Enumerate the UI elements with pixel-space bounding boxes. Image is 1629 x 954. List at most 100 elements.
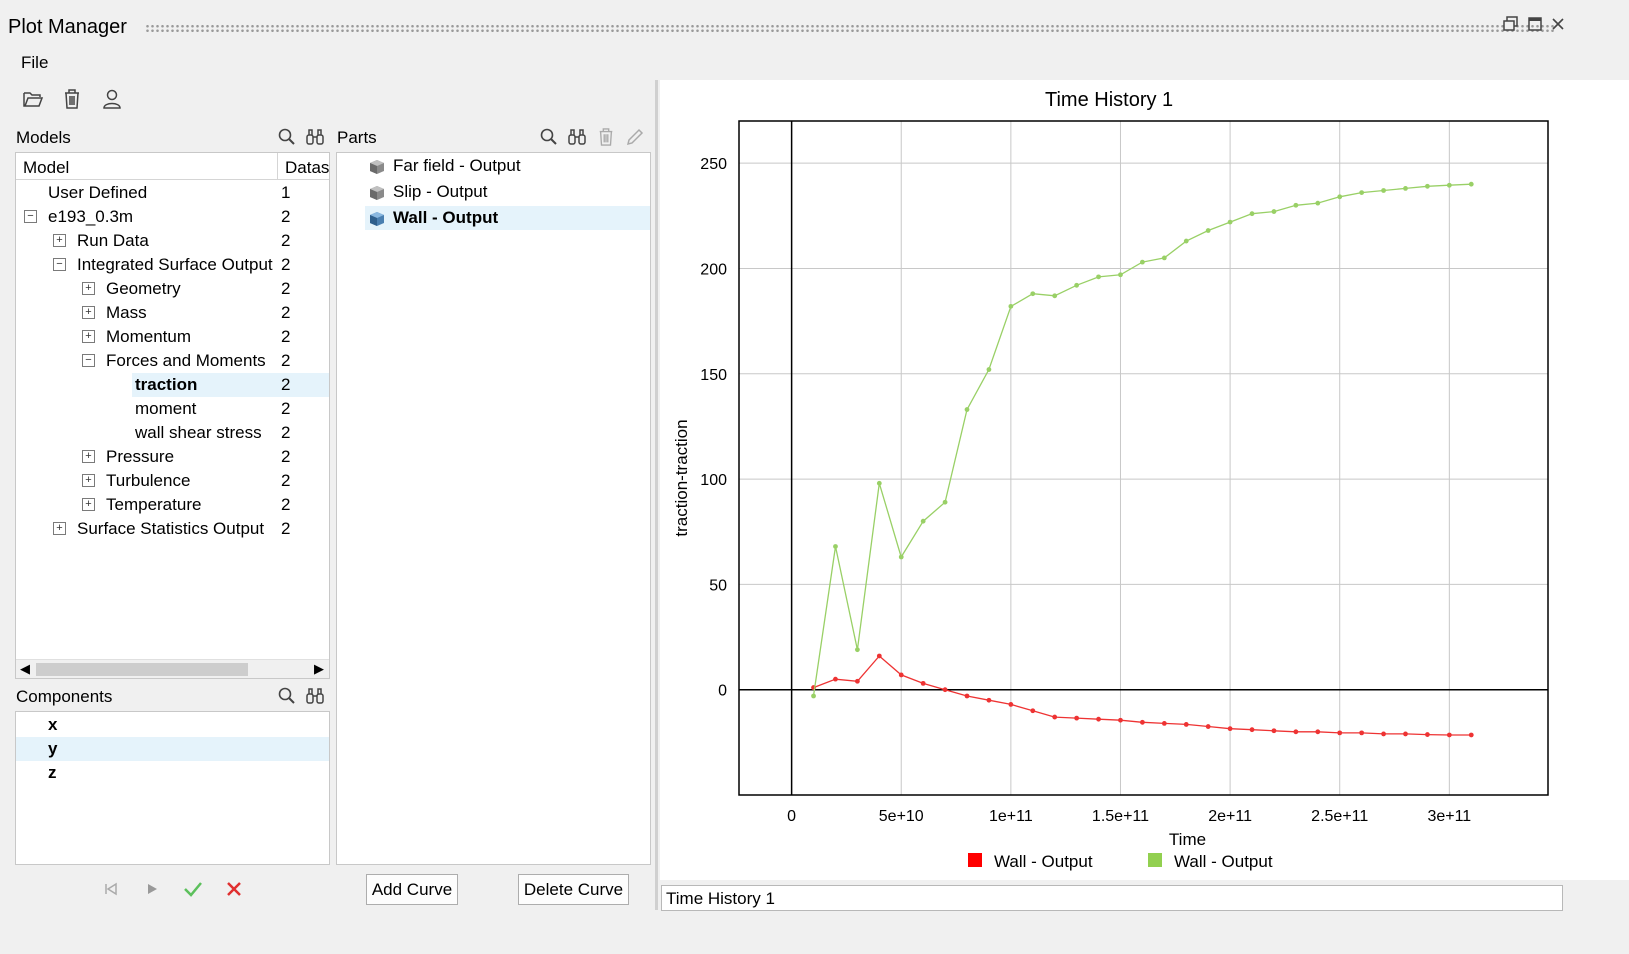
data-point <box>920 518 926 524</box>
tree-row-moment[interactable]: moment 2 <box>16 397 329 421</box>
trash-icon[interactable] <box>57 84 87 114</box>
tree-value: 2 <box>281 375 291 394</box>
part-wall[interactable]: Wall - Output <box>365 206 650 230</box>
components-list[interactable]: x y z <box>15 711 330 865</box>
part-slip[interactable]: Slip - Output <box>365 180 650 204</box>
x-tick-label: 2e+11 <box>1208 808 1252 825</box>
y-tick-label: 50 <box>709 577 727 594</box>
data-point <box>898 554 904 560</box>
maximize-icon[interactable] <box>1524 16 1546 38</box>
tree-row-momentum[interactable]: + Momentum 2 <box>16 325 329 349</box>
models-tree[interactable]: Model Datas User Defined 1 − e193_0.3m 2… <box>15 152 330 679</box>
binoculars-icon[interactable] <box>562 122 592 152</box>
collapse-icon[interactable]: − <box>53 258 66 271</box>
data-point <box>1030 708 1036 714</box>
first-frame-icon[interactable] <box>96 874 126 904</box>
binoculars-icon[interactable] <box>300 681 330 711</box>
accept-icon[interactable] <box>178 874 208 904</box>
horizontal-scrollbar[interactable]: ◀ ▶ <box>16 659 329 678</box>
expand-icon[interactable]: + <box>82 450 95 463</box>
expand-icon[interactable]: + <box>82 330 95 343</box>
data-point <box>1337 194 1343 200</box>
data-point <box>833 676 838 682</box>
expand-icon[interactable]: + <box>82 474 95 487</box>
restore-icon[interactable] <box>1500 16 1522 38</box>
expand-icon[interactable]: + <box>82 498 95 511</box>
component-z[interactable]: z <box>16 761 329 785</box>
part-far-field[interactable]: Far field - Output <box>365 154 650 178</box>
tree-row-geometry[interactable]: + Geometry 2 <box>16 277 329 301</box>
cancel-icon[interactable] <box>219 874 249 904</box>
component-x[interactable]: x <box>16 713 329 737</box>
component-y[interactable]: y <box>16 737 329 761</box>
data-point <box>1140 719 1145 725</box>
add-curve-button[interactable]: Add Curve <box>366 874 458 905</box>
open-folder-icon[interactable] <box>18 84 48 114</box>
data-point <box>854 647 860 653</box>
tree-row-wall-shear-stress[interactable]: wall shear stress 2 <box>16 421 329 445</box>
column-divider[interactable] <box>277 153 278 180</box>
tree-row-run-data[interactable]: + Run Data 2 <box>16 229 329 253</box>
collapse-icon[interactable]: − <box>24 210 37 223</box>
expand-icon[interactable]: + <box>53 522 66 535</box>
models-header: Model Datas <box>16 153 329 180</box>
parts-list[interactable]: Far field - Output Slip - Output Wall - … <box>336 152 651 865</box>
tree-value: 2 <box>281 399 291 418</box>
data-point <box>986 367 992 372</box>
tree-row-traction[interactable]: traction 2 <box>132 373 329 397</box>
tree-value: 1 <box>281 183 291 202</box>
expand-icon[interactable]: + <box>53 234 66 247</box>
menu-file[interactable]: File <box>21 53 49 72</box>
data-point <box>1205 724 1211 729</box>
binoculars-icon[interactable] <box>300 122 330 152</box>
data-point <box>1052 293 1058 299</box>
tree-row-surface-statistics-output[interactable]: + Surface Statistics Output 2 <box>16 517 329 541</box>
tree-label: moment <box>135 399 197 418</box>
tree-row-e193[interactable]: − e193_0.3m 2 <box>16 205 329 229</box>
tree-row-user-defined[interactable]: User Defined 1 <box>16 181 329 205</box>
data-point <box>1425 183 1430 189</box>
play-icon[interactable] <box>137 874 167 904</box>
data-point <box>942 687 948 693</box>
scroll-thumb[interactable] <box>36 663 248 676</box>
line-chart[interactable]: 0 5e+10 1e+11 1.5e+11 2e+11 2.5e+11 3e+11 0 50 10… <box>660 80 1629 880</box>
scroll-right-icon[interactable]: ▶ <box>314 661 324 676</box>
data-point <box>942 499 948 505</box>
x-tick-label: 5e+10 <box>879 808 924 825</box>
search-icon[interactable] <box>534 122 564 152</box>
y-tick-label: 150 <box>700 367 727 384</box>
close-icon[interactable] <box>1547 16 1569 38</box>
tree-row-mass[interactable]: + Mass 2 <box>16 301 329 325</box>
search-icon[interactable] <box>272 122 302 152</box>
user-icon[interactable] <box>97 84 127 114</box>
delete-part-icon[interactable] <box>591 122 621 152</box>
cube-icon <box>368 210 386 235</box>
tree-value: 2 <box>281 351 291 370</box>
delete-curve-button[interactable]: Delete Curve <box>518 874 629 905</box>
tree-label: e193_0.3m <box>48 207 134 226</box>
data-point <box>1096 716 1101 722</box>
tree-value: 2 <box>281 231 291 250</box>
tree-row-forces-and-moments[interactable]: − Forces and Moments 2 <box>16 349 329 373</box>
tree-row-temperature[interactable]: + Temperature 2 <box>16 493 329 517</box>
tree-row-turbulence[interactable]: + Turbulence 2 <box>16 469 329 493</box>
tree-row-integrated-surface-output[interactable]: − Integrated Surface Output 2 <box>16 253 329 277</box>
tree-label: Pressure <box>106 447 175 466</box>
data-point <box>1227 219 1233 225</box>
y-tick-label: 200 <box>700 261 727 278</box>
scroll-left-icon[interactable]: ◀ <box>20 661 30 676</box>
drag-grip[interactable] <box>145 24 1555 33</box>
tree-row-pressure[interactable]: + Pressure 2 <box>16 445 329 469</box>
edit-pencil-icon[interactable] <box>620 122 650 152</box>
search-icon[interactable] <box>272 681 302 711</box>
expand-icon[interactable]: + <box>82 282 95 295</box>
data-point <box>1446 182 1452 188</box>
data-point <box>1425 732 1430 737</box>
panel-splitter[interactable] <box>655 80 658 910</box>
column-model[interactable]: Model <box>23 158 70 177</box>
chart-name-field[interactable]: Time History 1 <box>661 885 1563 911</box>
column-datas[interactable]: Datas <box>285 158 330 177</box>
collapse-icon[interactable]: − <box>82 354 95 367</box>
expand-icon[interactable]: + <box>82 306 95 319</box>
data-point <box>1315 200 1321 206</box>
